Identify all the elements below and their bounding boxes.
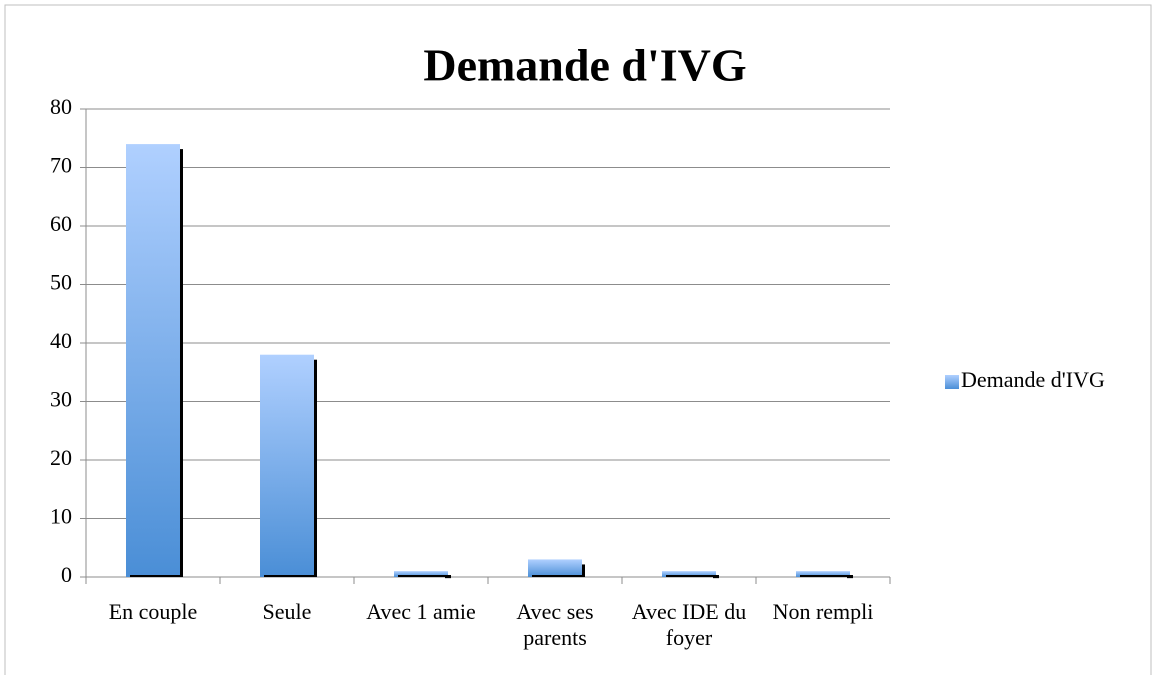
- x-tick-label: En couple: [108, 599, 198, 624]
- y-tick-label: 0: [61, 562, 72, 587]
- chart-border: [4, 4, 1152, 675]
- bar-shadow: [713, 576, 719, 579]
- x-tick-label: Avec 1 amie: [366, 599, 476, 624]
- chart-title: Demande d'IVG: [423, 40, 746, 91]
- y-tick-label: 70: [50, 153, 72, 178]
- y-tick-label: 50: [50, 270, 72, 295]
- y-tick-label: 40: [50, 328, 72, 353]
- bar: [394, 571, 448, 577]
- x-tick-label: Avec ses parents: [516, 599, 594, 650]
- x-tick-label: Non rempli: [772, 599, 874, 624]
- x-tick-label: Seule: [262, 599, 312, 624]
- y-tick-label: 30: [50, 387, 72, 412]
- y-tick-label: 10: [50, 504, 72, 529]
- bar: [126, 144, 180, 577]
- bar-shadow: [847, 576, 853, 579]
- x-tick-label: Avec IDE du foyer: [631, 599, 747, 650]
- legend-label: Demande d'IVG: [961, 367, 1105, 392]
- y-tick-label: 60: [50, 211, 72, 236]
- legend-swatch: [945, 375, 959, 389]
- y-tick-label: 80: [50, 94, 72, 119]
- bar: [528, 559, 582, 577]
- bar: [260, 354, 314, 577]
- y-tick-label: 20: [50, 445, 72, 470]
- bar-shadow: [445, 576, 451, 579]
- bar: [796, 571, 850, 577]
- bar: [662, 571, 716, 577]
